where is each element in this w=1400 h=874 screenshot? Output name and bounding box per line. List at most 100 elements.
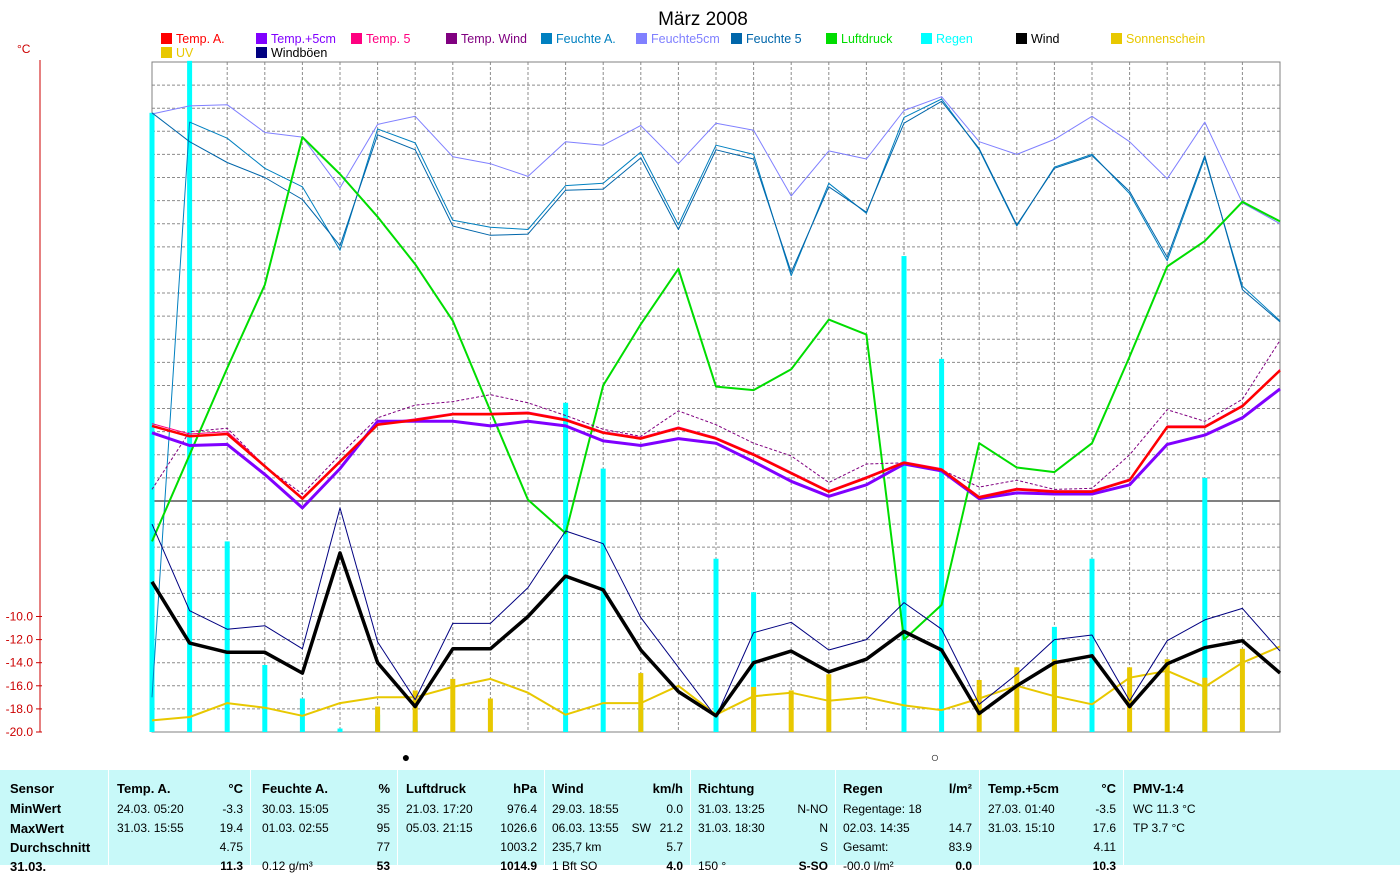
rain-bar [901, 256, 907, 732]
luftdruck-max: 1026.6 [500, 821, 537, 835]
legend-label: Luftdruck [841, 32, 893, 46]
rain-bar [1089, 558, 1095, 732]
series-line-temp-wind [151, 340, 1281, 495]
rain-bar [713, 558, 719, 732]
unit-regen: l/m² [948, 781, 972, 796]
feuchte-min-ts: 30.03. 15:05 [262, 802, 329, 816]
rain-bar [1202, 477, 1208, 732]
sunshine-bar [788, 690, 794, 732]
rain-bar [563, 402, 569, 732]
feuchte-max-ts: 01.03. 02:55 [262, 821, 329, 835]
legend-item: Temp. A. [161, 32, 225, 46]
luftdruck-current: 1014.9 [500, 859, 537, 873]
new-moon-icon: ○ [931, 749, 939, 765]
rain-bar [939, 358, 945, 732]
feuchte-min: 35 [376, 802, 390, 816]
legend-swatch [161, 33, 172, 44]
temp5-current: 10.3 [1092, 859, 1116, 873]
richtung-min-ts: 31.03. 13:25 [698, 802, 765, 816]
header-temp-a: Temp. A. [117, 781, 171, 796]
sunshine-bar [1014, 667, 1020, 732]
statistics-table: Sensor MinWert MaxWert Durchschnitt 31.0… [0, 770, 1400, 874]
y-tick-label: -10.0 [6, 609, 34, 623]
legend-label: Sonnenschein [1126, 32, 1206, 46]
column-row-labels: Sensor MinWert MaxWert Durchschnitt 31.0… [0, 770, 107, 874]
richtung-current-ts: 150 ° [698, 859, 727, 873]
rain-bar [337, 728, 343, 732]
pmv-dewpoint: TP 3.7 °C [1133, 821, 1185, 835]
legend-item: Sonnenschein [1111, 32, 1205, 46]
y-tick-label: -12.0 [6, 633, 34, 647]
header-wind: Wind [552, 781, 584, 796]
regen-rain-days: Regentage: 18 [843, 802, 922, 816]
header-feuchte: Feuchte A. [262, 781, 328, 796]
legend-label: Wind [1031, 32, 1060, 46]
unit-temp-a: °C [228, 781, 243, 796]
wind-max-direction: SW [631, 821, 651, 835]
luftdruck-min-ts: 21.03. 17:20 [406, 802, 473, 816]
legend-label: UV [176, 46, 194, 60]
sunshine-bar [1239, 648, 1245, 732]
temp5-min: -3.5 [1095, 802, 1116, 816]
wind-min-ts: 29.03. 18:55 [552, 802, 619, 816]
legend-label: Windböen [271, 46, 328, 60]
y-axis-unit: °C [17, 42, 31, 56]
sunshine-bar [1164, 659, 1170, 732]
wind-avg: 5.7 [666, 840, 683, 854]
richtung-min: N-NO [797, 802, 828, 816]
legend-label: Temp.+5cm [271, 32, 336, 46]
series-line-temp-a- [151, 369, 1281, 500]
temp-a-avg: 4.75 [219, 840, 243, 854]
richtung-avg: S [819, 840, 828, 854]
feuchte-current-ts: 0.12 g/m³ [262, 859, 313, 873]
legend-item: Windböen [256, 46, 327, 60]
sunshine-bar [375, 706, 381, 732]
legend-item: Wind [1016, 32, 1059, 46]
rain-bar [224, 541, 230, 732]
wind-max-ts: 06.03. 13:55 [552, 821, 619, 835]
legend-swatch [1111, 33, 1122, 44]
legend-item: Feuchte A. [541, 32, 616, 46]
column-temp5: Temp.+5cm °C 27.03. 01:40 -3.5 31.03. 15… [979, 770, 1122, 873]
row-label-avg: Durchschnitt [10, 840, 91, 855]
column-luftdruck: Luftdruck hPa 21.03. 17:20 976.4 05.03. … [397, 770, 543, 873]
feuchte-avg: 77 [376, 840, 390, 854]
regen-current: 0.0 [955, 859, 972, 873]
wind-min: 0.0 [666, 802, 683, 816]
sunshine-bar [1202, 677, 1208, 732]
column-regen: Regen l/m² Regentage: 18 02.03. 14:35 14… [835, 770, 978, 873]
feuchte-current: 53 [376, 859, 390, 873]
legend-item: Feuchte5cm [636, 32, 720, 46]
rain-bar [262, 665, 268, 732]
series-line-luftdruck [151, 136, 1281, 641]
richtung-max-ts: 31.03. 18:30 [698, 821, 765, 835]
legend-swatch [921, 33, 932, 44]
richtung-current: S-SO [798, 859, 828, 873]
sunshine-bar [976, 680, 982, 732]
legend-swatch [256, 47, 267, 58]
legend-swatch [351, 33, 362, 44]
header-temp5: Temp.+5cm [988, 781, 1059, 796]
sunshine-bar [412, 690, 418, 732]
pmv-windchill: WC 11.3 °C [1133, 802, 1196, 816]
temp5-min-ts: 27.03. 01:40 [988, 802, 1055, 816]
legend-swatch [446, 33, 457, 44]
legend-swatch [1016, 33, 1027, 44]
legend-label: Temp. 5 [366, 32, 411, 46]
legend-item: Temp.+5cm [256, 32, 336, 46]
feuchte-max: 95 [376, 821, 390, 835]
regen-max-ts: 02.03. 14:35 [843, 821, 910, 835]
temp5-max-ts: 31.03. 15:10 [988, 821, 1055, 835]
legend-label: Feuchte 5 [746, 32, 802, 46]
legend-item: Feuchte 5 [731, 32, 802, 46]
legend-swatch [731, 33, 742, 44]
regen-max: 14.7 [948, 821, 972, 835]
y-tick-label: -16.0 [6, 679, 34, 693]
row-label-current: 31.03. [10, 859, 47, 874]
legend-item: UV [161, 46, 193, 60]
temp-a-min-ts: 24.03. 05:20 [117, 802, 184, 816]
legend-label: Feuchte5cm [651, 32, 720, 46]
wind-current-ts: 1 Bft SO [552, 859, 598, 873]
series-line-temp-5cm [151, 387, 1281, 510]
row-label-min: MinWert [10, 801, 62, 816]
